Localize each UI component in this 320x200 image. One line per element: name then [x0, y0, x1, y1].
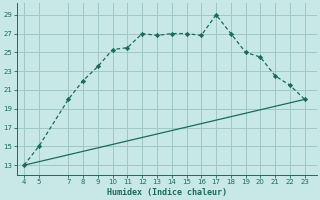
- X-axis label: Humidex (Indice chaleur): Humidex (Indice chaleur): [107, 188, 227, 197]
